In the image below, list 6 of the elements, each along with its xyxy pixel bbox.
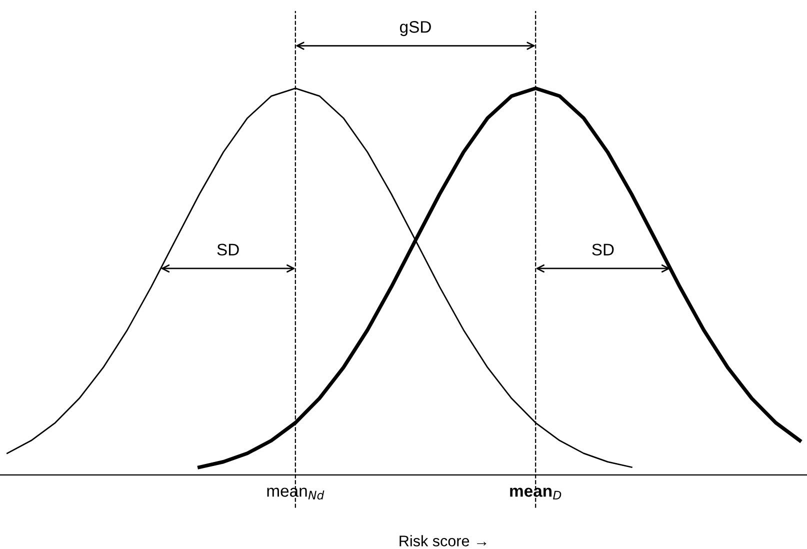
- x-axis-title: Risk score →: [400, 535, 486, 546]
- x-tick-label: mean$_{Nd}$: [267, 488, 324, 500]
- annotation: SD: [217, 244, 239, 256]
- x-tick-label: mean$_{D}$: [510, 488, 562, 500]
- annotation: SD: [592, 244, 614, 256]
- text: gSD: [400, 21, 431, 36]
